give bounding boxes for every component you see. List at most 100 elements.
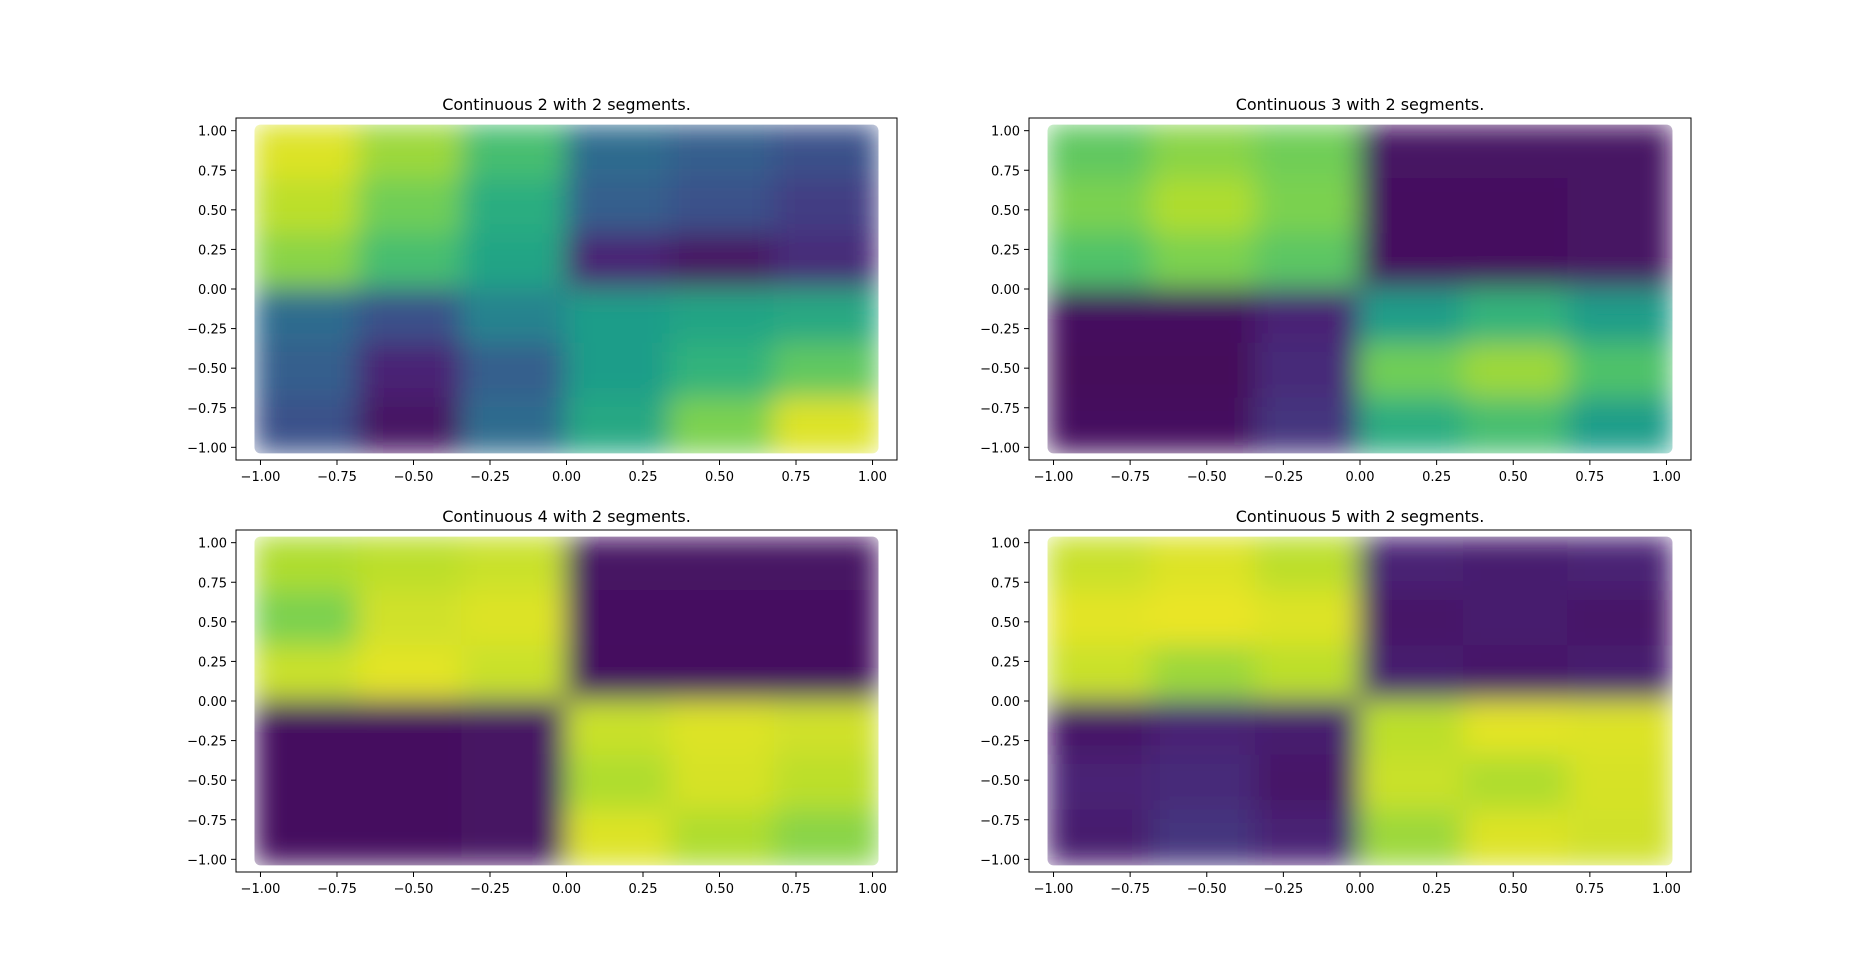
y-tick-label: −0.25 [187, 323, 227, 338]
scatter-cell [461, 178, 568, 236]
scatter-cell [461, 700, 568, 757]
scatter-cell [565, 124, 672, 181]
y-tick-label: 0.25 [198, 243, 227, 258]
x-tick-label: 1.00 [1652, 470, 1681, 485]
y-tick-label: 0.50 [991, 616, 1020, 631]
scatter-cell [1254, 397, 1361, 454]
scatter-cell [1359, 342, 1466, 400]
scatter-cell [1359, 178, 1466, 236]
scatter-cell [357, 288, 464, 345]
scatter-cell [1254, 645, 1361, 702]
scatter-color-field [1047, 536, 1673, 866]
x-tick-label: 0.50 [1499, 882, 1528, 897]
scatter-cell [1150, 288, 1257, 345]
subplot-continuous-2: Continuous 2 with 2 segments. −1.00 −0.75… [187, 95, 898, 485]
scatter-cell [1150, 233, 1257, 290]
y-tick-label: 0.75 [198, 164, 227, 179]
x-tick-label: −0.50 [394, 882, 434, 897]
scatter-cell [254, 233, 360, 290]
scatter-cell [1047, 342, 1153, 400]
scatter-cell [669, 233, 776, 290]
scatter-cell [1150, 590, 1257, 648]
x-axis-ticks: −1.00 −0.75 −0.50 −0.25 0.00 0.25 0.50 0.75 1.00 [241, 460, 887, 485]
y-tick-label: −0.50 [980, 362, 1020, 377]
scatter-cell [461, 233, 568, 290]
scatter-cell [1463, 700, 1570, 757]
scatter-cell [1254, 233, 1361, 290]
x-tick-label: −1.00 [1034, 882, 1074, 897]
scatter-cell [1359, 233, 1466, 290]
scatter-cell [1359, 809, 1466, 866]
x-tick-label: 0.75 [782, 470, 811, 485]
scatter-cell [254, 288, 360, 345]
y-tick-label: 0.50 [991, 204, 1020, 219]
x-tick-label: 0.50 [705, 470, 734, 485]
scatter-cell [1463, 124, 1570, 181]
y-tick-label: 0.50 [198, 616, 227, 631]
scatter-cell [1567, 809, 1673, 866]
y-tick-label: 0.00 [991, 695, 1020, 710]
scatter-cell [1150, 754, 1257, 812]
scatter-cell [1047, 397, 1153, 454]
y-tick-label: −1.00 [980, 853, 1020, 868]
scatter-color-field [1047, 124, 1673, 454]
x-tick-label: −1.00 [241, 882, 281, 897]
x-tick-label: 0.50 [705, 882, 734, 897]
scatter-cell [1254, 342, 1361, 400]
scatter-cell [1463, 397, 1570, 454]
scatter-cell [357, 233, 464, 290]
scatter-cell [1359, 700, 1466, 757]
y-tick-label: 0.00 [198, 695, 227, 710]
scatter-cell [357, 124, 464, 181]
y-tick-label: 0.75 [198, 576, 227, 591]
x-axis-ticks: −1.00 −0.75 −0.50 −0.25 0.00 0.25 0.50 0.75 1.00 [1034, 460, 1681, 485]
scatter-cell [1150, 700, 1257, 757]
scatter-cell [565, 536, 672, 593]
scatter-cell [1254, 536, 1361, 593]
scatter-cell [669, 754, 776, 812]
scatter-cell [1047, 590, 1153, 648]
x-axis-ticks: −1.00 −0.75 −0.50 −0.25 0.00 0.25 0.50 0.75 1.00 [1034, 872, 1681, 897]
scatter-cell [461, 124, 568, 181]
scatter-cell [565, 809, 672, 866]
x-tick-label: −0.75 [1110, 470, 1150, 485]
scatter-cell [565, 342, 672, 400]
scatter-cell [565, 178, 672, 236]
y-tick-label: −0.75 [187, 814, 227, 829]
scatter-cell [1359, 397, 1466, 454]
y-tick-label: 1.00 [198, 537, 227, 552]
scatter-cell [1567, 645, 1673, 702]
scatter-cell [1047, 233, 1153, 290]
x-tick-label: 1.00 [1652, 882, 1681, 897]
scatter-cell [1047, 288, 1153, 345]
y-tick-label: −0.50 [980, 774, 1020, 789]
scatter-cell [1254, 288, 1361, 345]
y-tick-label: −1.00 [187, 441, 227, 456]
scatter-cell [1359, 536, 1466, 593]
subplot-continuous-5: Continuous 5 with 2 segments. −1.00 −0.75… [980, 507, 1692, 897]
scatter-cell [773, 178, 879, 236]
scatter-cell [1567, 397, 1673, 454]
x-tick-label: 0.25 [629, 470, 658, 485]
scatter-cell [1047, 645, 1153, 702]
scatter-cell [1254, 590, 1361, 648]
x-tick-label: 0.00 [1346, 882, 1375, 897]
scatter-cell [1254, 754, 1361, 812]
x-tick-label: −0.50 [394, 470, 434, 485]
x-tick-label: 0.75 [1575, 882, 1604, 897]
x-tick-label: 0.75 [782, 882, 811, 897]
x-tick-label: −0.25 [1263, 470, 1303, 485]
y-tick-label: 0.00 [991, 283, 1020, 298]
scatter-cell [773, 536, 879, 593]
scatter-cell [669, 397, 776, 454]
scatter-cell [357, 700, 464, 757]
x-tick-label: 0.00 [552, 882, 581, 897]
scatter-cell [254, 809, 360, 866]
x-tick-label: 0.00 [1346, 470, 1375, 485]
scatter-cell [669, 809, 776, 866]
scatter-cell [254, 645, 360, 702]
y-tick-label: 0.75 [991, 164, 1020, 179]
scatter-cell [1047, 178, 1153, 236]
scatter-cell [254, 397, 360, 454]
scatter-cell [1463, 754, 1570, 812]
